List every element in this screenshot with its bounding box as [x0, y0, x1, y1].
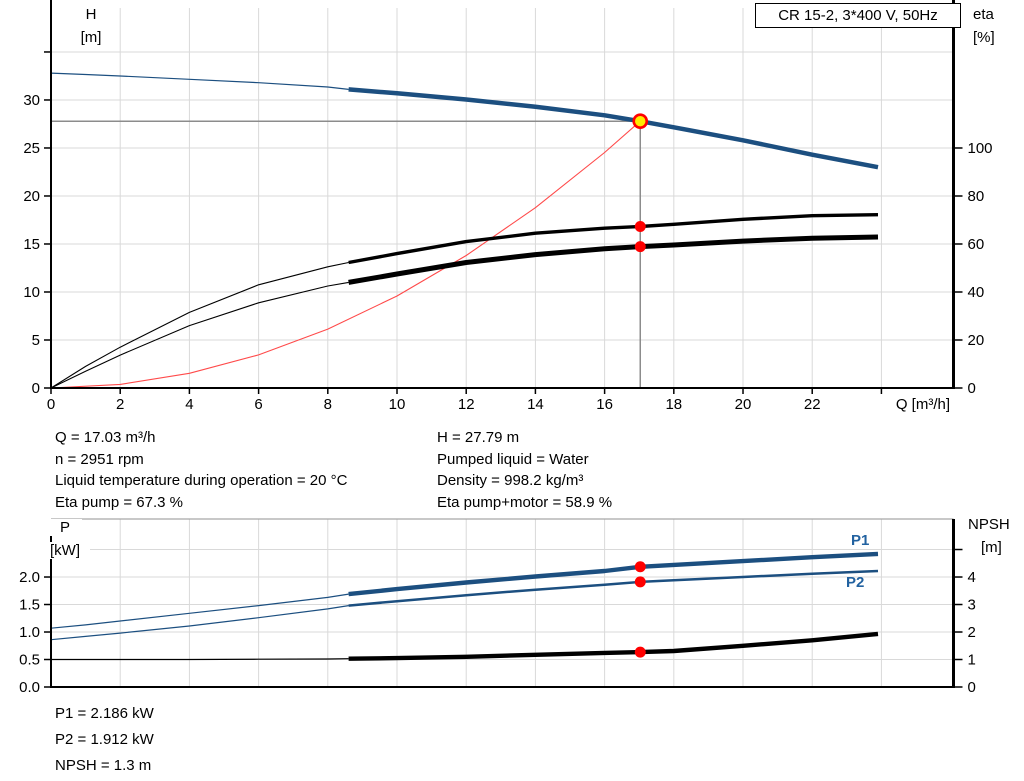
info-line: Eta pump = 67.3 % — [55, 494, 183, 512]
svg-text:16: 16 — [596, 396, 613, 413]
svg-text:8: 8 — [324, 396, 332, 413]
axes: 0.0 0.5 1.0 1.5 2.0 0 1 2 3 4 — [19, 519, 976, 696]
duty-info-right: H = 27.79 m Pumped liquid = Water Densit… — [437, 427, 612, 514]
duty-point-handle[interactable] — [632, 113, 649, 129]
info-line: Pumped liquid = Water — [437, 450, 589, 468]
eta-pump-curve — [50, 213, 879, 389]
svg-text:5: 5 — [32, 332, 40, 349]
svg-text:25: 25 — [23, 140, 40, 157]
duty-marker-dot — [634, 646, 646, 658]
svg-text:0.0: 0.0 — [19, 679, 40, 696]
duty-markers — [634, 561, 646, 658]
duty-marker-dot — [634, 241, 646, 253]
svg-text:0.5: 0.5 — [19, 652, 40, 669]
svg-text:10: 10 — [389, 396, 406, 413]
info-line: NPSH = 1.3 m — [55, 757, 152, 774]
info-line: Liquid temperature during operation = 20… — [55, 472, 348, 490]
svg-text:2: 2 — [968, 624, 976, 641]
head-efficiency-chart: 0 5 10 15 20 25 30 0 20 40 60 80 100 0 2 4 6 8 10 12 14 16 18 2… — [23, 0, 993, 413]
p1-curve-label: P1 — [851, 532, 870, 549]
svg-text:60: 60 — [968, 236, 985, 253]
svg-text:4: 4 — [968, 569, 976, 586]
info-line: P1 = 2.186 kW — [55, 705, 154, 722]
p2-curve — [50, 569, 879, 641]
axes: 0 5 10 15 20 25 30 0 20 40 60 80 100 0 2 4 6 8 10 12 14 16 18 2… — [23, 0, 993, 413]
info-line: H = 27.79 m — [437, 429, 520, 446]
duty-marker-dot — [634, 576, 646, 588]
eta-pump-motor-curve — [50, 234, 879, 389]
svg-text:12: 12 — [458, 396, 475, 413]
npsh-axis-unit: [m] — [981, 539, 1002, 556]
svg-text:15: 15 — [23, 236, 40, 253]
info-line: n = 2951 rpm — [55, 450, 144, 468]
q-axis-title: Q [m³/h] — [895, 396, 950, 413]
p-axis-unit: [kW] — [40, 542, 90, 559]
p-axis-title: P — [48, 519, 82, 536]
duty-guide-lines — [51, 120, 641, 388]
svg-text:40: 40 — [968, 284, 985, 301]
p1-curve — [50, 551, 879, 629]
power-info: P1 = 2.186 kW P2 = 1.912 kW NPSH = 1.3 m — [55, 701, 154, 779]
svg-text:80: 80 — [968, 188, 985, 205]
svg-text:18: 18 — [665, 396, 682, 413]
svg-text:1: 1 — [968, 652, 976, 669]
eta-axis-title: eta — [973, 6, 994, 23]
svg-text:2: 2 — [116, 396, 124, 413]
gridlines — [51, 518, 954, 687]
svg-text:22: 22 — [804, 396, 821, 413]
duty-info-left: Q = 17.03 m³/h n = 2951 rpm Liquid tempe… — [55, 427, 347, 514]
svg-text:3: 3 — [968, 597, 976, 614]
svg-text:0: 0 — [968, 380, 976, 397]
duty-marker-dot — [634, 561, 646, 573]
power-npsh-chart: 0.0 0.5 1.0 1.5 2.0 0 1 2 3 4 — [19, 518, 976, 696]
svg-text:100: 100 — [968, 140, 993, 157]
info-line: Q = 17.03 m³/h — [55, 429, 156, 446]
eta-axis-unit: [%] — [973, 29, 995, 46]
info-line: P2 = 1.912 kW — [55, 731, 154, 748]
svg-text:0: 0 — [32, 380, 40, 397]
svg-text:20: 20 — [735, 396, 752, 413]
duty-marker-dot — [634, 220, 646, 232]
svg-text:20: 20 — [968, 332, 985, 349]
svg-text:14: 14 — [527, 396, 544, 413]
svg-text:20: 20 — [23, 188, 40, 205]
svg-text:2.0: 2.0 — [19, 569, 40, 586]
svg-text:30: 30 — [23, 92, 40, 109]
svg-text:6: 6 — [254, 396, 262, 413]
info-line: Eta pump+motor = 58.9 % — [437, 494, 613, 512]
svg-text:1.5: 1.5 — [19, 597, 40, 614]
svg-text:10: 10 — [23, 284, 40, 301]
svg-text:0: 0 — [47, 396, 55, 413]
svg-text:1.0: 1.0 — [19, 624, 40, 641]
duty-markers — [632, 113, 649, 253]
npsh-axis-title: NPSH — [968, 516, 1010, 533]
system-curve — [50, 120, 641, 389]
info-line: Density = 998.2 kg/m³ — [437, 472, 584, 490]
p2-curve-label: P2 — [846, 574, 865, 591]
head-curve — [50, 72, 879, 170]
svg-text:4: 4 — [185, 396, 193, 413]
pump-type-box: CR 15-2, 3*400 V, 50Hz — [755, 3, 961, 28]
h-axis-unit: [m] — [70, 29, 112, 46]
h-axis-title: H — [74, 6, 108, 23]
gridlines — [51, 8, 952, 388]
svg-text:0: 0 — [968, 679, 976, 696]
npsh-curve — [51, 631, 879, 661]
